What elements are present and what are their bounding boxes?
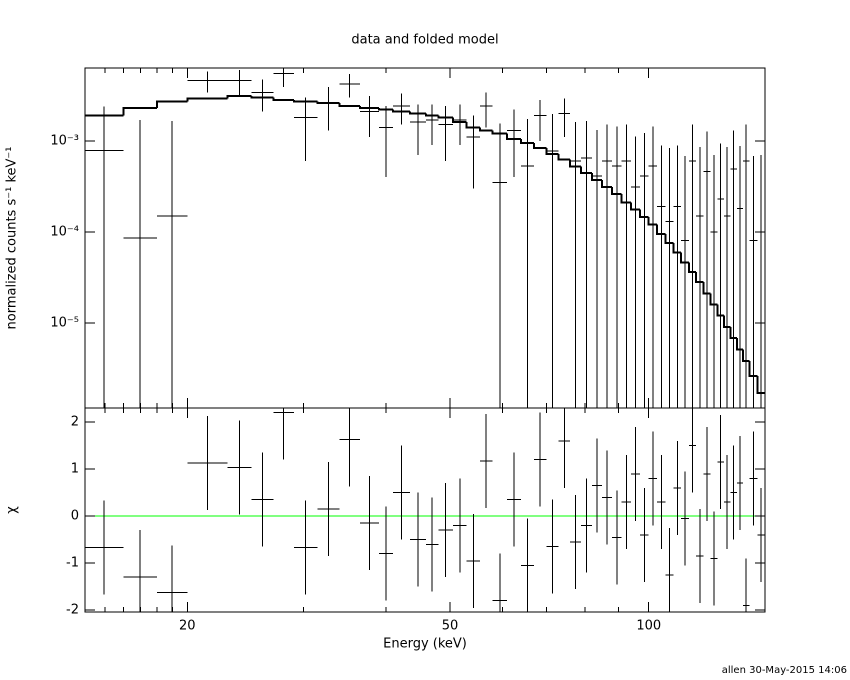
y-axis-label: χ: [5, 506, 20, 514]
model-step: [186, 97, 228, 102]
model-step: [722, 315, 731, 328]
footer: allen 30-May-2015 14:06: [722, 665, 847, 676]
model-step: [656, 224, 666, 235]
model-step: [620, 194, 631, 204]
y-tick-label: 0: [71, 509, 79, 524]
model-step: [680, 252, 689, 264]
model-step: [630, 202, 641, 211]
model-step: [709, 293, 718, 306]
model-step: [716, 304, 724, 317]
model-step: [506, 133, 521, 140]
model-step: [338, 102, 360, 108]
model-step: [491, 130, 508, 135]
model-step: [316, 101, 340, 104]
model-step: [519, 138, 534, 144]
model-step: [601, 180, 613, 189]
model-step: [729, 327, 737, 340]
x-tick-label: 50: [442, 619, 459, 634]
y-axis-label: normalized counts s⁻¹ keV⁻¹: [5, 147, 20, 330]
y-tick-label: -1: [66, 556, 79, 571]
model-step: [557, 153, 571, 161]
model-step: [272, 97, 294, 102]
model-step: [392, 109, 411, 113]
model-step: [664, 233, 674, 245]
model-step: [687, 262, 697, 274]
model-step: [250, 96, 274, 99]
model-step: [735, 338, 744, 351]
panel-frame: [84, 407, 766, 613]
y-tick-label: 10⁻⁵: [50, 315, 79, 330]
model-step: [226, 95, 252, 99]
model-step: [532, 142, 547, 150]
model-step: [156, 100, 188, 108]
model-step: [122, 106, 158, 116]
model-step: [451, 117, 467, 124]
x-tick-label: 20: [179, 619, 196, 634]
model-step: [647, 217, 658, 226]
x-tick-label: 100: [636, 619, 661, 634]
model-step: [377, 107, 394, 111]
plot-area: [85, 408, 765, 612]
model-step: [437, 115, 453, 119]
chart-title: data and folded model: [351, 33, 498, 48]
model-step: [478, 127, 493, 132]
y-tick-label: 10⁻³: [50, 133, 79, 148]
model-step: [569, 159, 582, 168]
y-tick-label: 2: [71, 415, 79, 430]
model-step: [580, 166, 592, 175]
model-step: [639, 209, 649, 219]
model-step: [292, 100, 318, 103]
model-step: [465, 122, 480, 129]
y-tick-label: -2: [66, 603, 79, 618]
model-step: [611, 187, 622, 196]
model-step: [756, 376, 765, 394]
model-step: [545, 148, 559, 155]
model-step: [425, 113, 439, 117]
model-step: [358, 106, 379, 109]
model-step: [409, 111, 427, 115]
model-step: [590, 173, 603, 182]
model-step: [742, 349, 750, 363]
x-axis-label: Energy (keV): [383, 637, 467, 652]
model-step: [672, 243, 682, 254]
model-step: [748, 361, 758, 378]
plot-area: [85, 68, 765, 408]
y-tick-label: 1: [71, 462, 79, 477]
y-tick-label: 10⁻⁴: [50, 224, 79, 239]
model-step: [695, 272, 704, 284]
model-step: [702, 282, 711, 295]
